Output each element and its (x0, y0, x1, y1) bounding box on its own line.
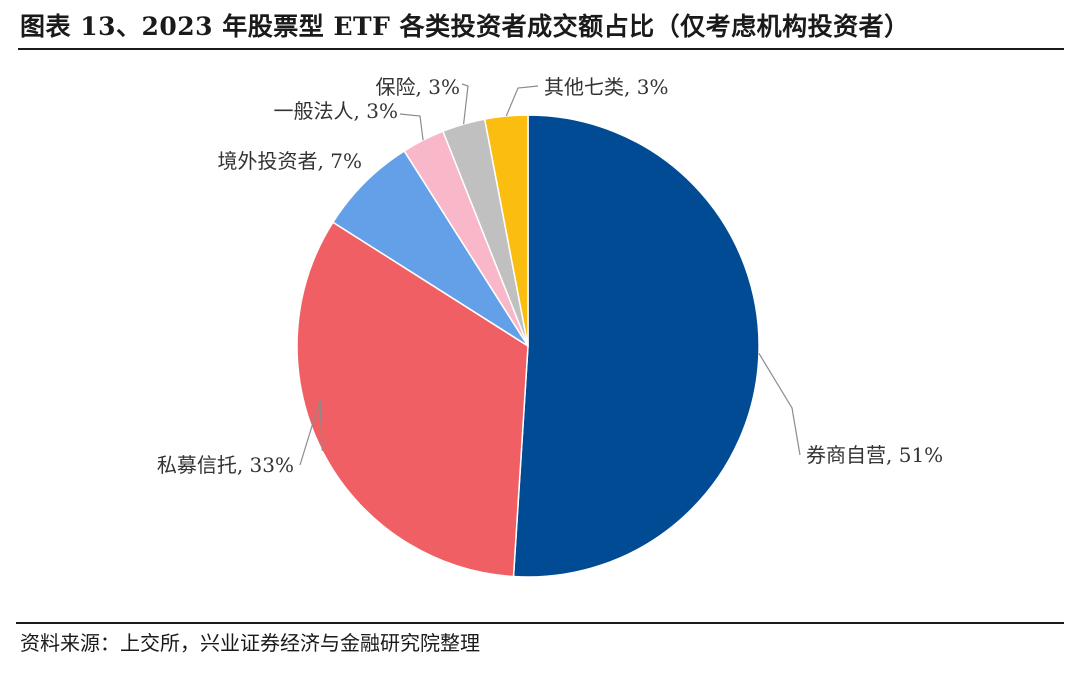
slice-label-6: 其他七类, 3% (544, 75, 668, 99)
leader-line-6 (505, 85, 539, 117)
slice-label-4: 一般法人, 3% (274, 99, 398, 123)
pie-slice-1 (512, 114, 760, 578)
leader-line-5 (461, 83, 469, 125)
slice-label-5: 保险, 3% (376, 75, 460, 99)
slice-labels: 券商自营, 51% 私募信托, 33% 境外投资者, 7% 一般法人, 3%保险, 3… (157, 75, 943, 477)
pie-chart: 券商自营, 51% 私募信托, 33% 境外投资者, 7% 一般法人, 3%保险, 3… (157, 75, 943, 578)
slice-label-2: 私募信托, 33% (157, 453, 294, 477)
slice-label-1: 券商自营, 51% (806, 443, 943, 467)
source-note: 资料来源：上交所，兴业证券经济与金融研究院整理 (20, 631, 480, 655)
top-rule (18, 48, 1064, 50)
chart-title: 图表 13、2023 年股票型 ETF 各类投资者成交额占比（仅考虑机构投资者） (20, 12, 910, 41)
leader-line-4 (399, 113, 424, 141)
pie-slice-6 (483, 114, 529, 347)
pie-slices (296, 114, 760, 578)
bottom-rule (16, 622, 1064, 624)
pie-slice-3 (331, 149, 529, 347)
leader-lines (299, 83, 801, 466)
slice-label-3: 境外投资者, 7% (218, 149, 362, 173)
leader-line-1 (758, 352, 801, 456)
leader-line-2 (299, 399, 323, 466)
